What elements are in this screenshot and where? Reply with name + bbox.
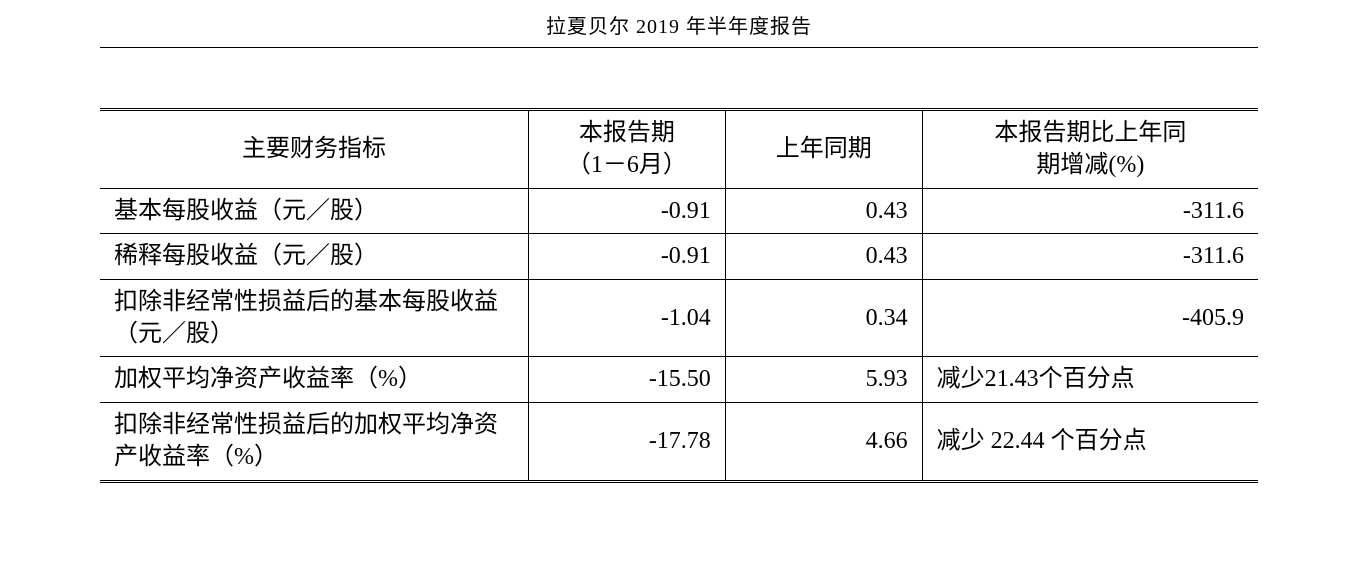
table-row: 基本每股收益（元／股）-0.910.43-311.6 xyxy=(100,188,1258,233)
col-header-current: 本报告期（1－6月） xyxy=(528,110,725,189)
table-row: 稀释每股收益（元／股）-0.910.43-311.6 xyxy=(100,234,1258,279)
row-current: -0.91 xyxy=(528,188,725,233)
row-prior: 0.34 xyxy=(725,279,922,357)
row-label: 扣除非经常性损益后的基本每股收益（元／股） xyxy=(100,279,528,357)
financial-indicators-table: 主要财务指标 本报告期（1－6月） 上年同期 本报告期比上年同期增减(%) 基本… xyxy=(100,108,1258,483)
row-prior: 4.66 xyxy=(725,402,922,481)
table-row: 扣除非经常性损益后的加权平均净资产收益率（%）-17.784.66减少 22.4… xyxy=(100,402,1258,481)
row-current: -17.78 xyxy=(528,402,725,481)
row-current: -1.04 xyxy=(528,279,725,357)
row-current: -0.91 xyxy=(528,234,725,279)
row-prior: 5.93 xyxy=(725,357,922,402)
doc-title: 拉夏贝尔 2019 年半年度报告 xyxy=(100,10,1258,48)
row-current: -15.50 xyxy=(528,357,725,402)
col-header-prior: 上年同期 xyxy=(725,110,922,189)
col-header-indicator: 主要财务指标 xyxy=(100,110,528,189)
row-prior: 0.43 xyxy=(725,234,922,279)
table-header-row: 主要财务指标 本报告期（1－6月） 上年同期 本报告期比上年同期增减(%) xyxy=(100,110,1258,189)
row-change: -311.6 xyxy=(922,234,1258,279)
table-row: 扣除非经常性损益后的基本每股收益（元／股）-1.040.34-405.9 xyxy=(100,279,1258,357)
row-prior: 0.43 xyxy=(725,188,922,233)
row-label: 加权平均净资产收益率（%） xyxy=(100,357,528,402)
table-row: 加权平均净资产收益率（%）-15.505.93减少21.43个百分点 xyxy=(100,357,1258,402)
row-change: -405.9 xyxy=(922,279,1258,357)
row-label: 稀释每股收益（元／股） xyxy=(100,234,528,279)
row-change: -311.6 xyxy=(922,188,1258,233)
row-change: 减少21.43个百分点 xyxy=(922,357,1258,402)
table-body: 基本每股收益（元／股）-0.910.43-311.6稀释每股收益（元／股）-0.… xyxy=(100,188,1258,481)
row-label: 基本每股收益（元／股） xyxy=(100,188,528,233)
row-label: 扣除非经常性损益后的加权平均净资产收益率（%） xyxy=(100,402,528,481)
col-header-change: 本报告期比上年同期增减(%) xyxy=(922,110,1258,189)
row-change: 减少 22.44 个百分点 xyxy=(922,402,1258,481)
